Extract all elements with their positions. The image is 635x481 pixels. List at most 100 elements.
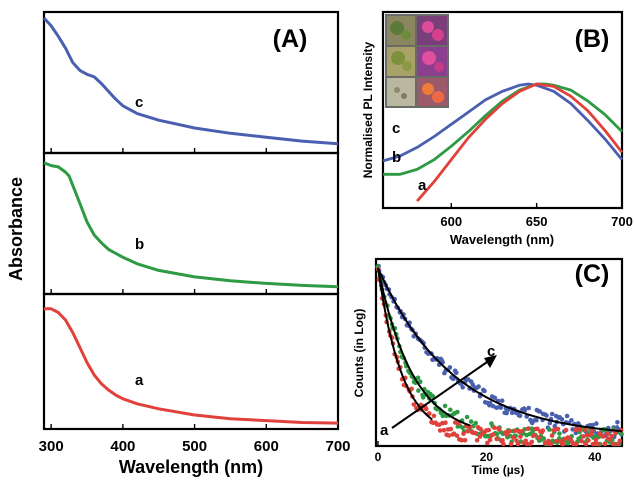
panel-b-x-tick-labels: 600 650 700	[440, 214, 632, 229]
panel-c-point-c	[547, 420, 553, 426]
panel-b-curve-label-a: a	[418, 177, 427, 194]
panel-c-point-b	[448, 407, 453, 413]
panel-a-curve-label-a: a	[135, 372, 144, 389]
panel-b-curve-c	[382, 82, 624, 163]
panel-c-point-a	[472, 430, 478, 436]
panel-c-point-a	[486, 427, 492, 433]
panel-c-point-a	[443, 420, 448, 426]
panel-a-curve-c	[42, 16, 339, 146]
panel-c-point-a	[448, 426, 454, 432]
panel-c-point-a	[446, 433, 452, 438]
panel-c-point-a	[609, 433, 615, 439]
panel-b-label: (B)	[575, 25, 610, 53]
panel-a: 300 400 500 600 700 (A) c b a Wavelength (nm…	[6, 10, 351, 477]
panel-c-point-a	[454, 433, 460, 439]
panel-c-point-a	[581, 434, 586, 439]
panel-c-point-c	[482, 388, 487, 394]
panel-c-x-tick-labels: 0 20 40	[375, 450, 602, 464]
panel-c-xtick-label-20: 20	[480, 450, 494, 464]
panel-c: 0 20 40 (C) c a Time (µs) Counts (in Log)	[352, 257, 624, 477]
panel-c-data-points	[375, 263, 624, 447]
panel-c-point-c	[549, 411, 555, 417]
panel-c-point-b	[442, 403, 448, 409]
panel-c-point-a	[588, 431, 594, 437]
panel-a-curve-label-c: c	[135, 94, 143, 111]
panel-c-point-a	[515, 441, 521, 447]
panel-b-curve-label-b: b	[392, 149, 401, 166]
panel-c-point-c	[569, 418, 574, 423]
panel-a-xtick-label-300: 300	[39, 438, 64, 455]
panel-c-point-a	[485, 440, 490, 446]
panel-c-point-b	[415, 375, 421, 381]
panel-c-point-c	[559, 416, 565, 422]
panel-c-point-a	[465, 429, 471, 434]
panel-c-point-a	[535, 426, 540, 432]
panel-c-point-c	[537, 409, 543, 414]
panel-c-point-b	[473, 420, 479, 426]
panel-c-y-axis-label: Counts (in Log)	[352, 309, 366, 398]
panel-c-point-a	[478, 426, 484, 432]
panel-c-point-b	[464, 414, 470, 420]
panel-b-xtick-label-650: 650	[526, 214, 548, 229]
panel-c-xtick-label-0: 0	[375, 450, 382, 464]
panel-c-point-c	[544, 413, 549, 418]
panel-b-curve-label-c: c	[392, 120, 400, 137]
panel-c-point-c	[594, 421, 599, 426]
panel-c-point-a	[602, 441, 608, 447]
panel-c-point-a	[582, 427, 588, 432]
panel-c-fit-a	[377, 267, 433, 421]
panel-c-point-a	[574, 441, 579, 447]
panel-a-y-axis-label: Absorbance	[6, 177, 26, 281]
panel-c-point-a	[511, 435, 516, 440]
panel-c-point-a	[512, 428, 518, 434]
panel-c-point-a	[456, 421, 461, 427]
panel-c-point-c	[573, 430, 579, 436]
panel-a-curves	[42, 16, 339, 425]
panel-a-xtick-label-600: 600	[254, 438, 279, 455]
panel-c-point-a	[514, 438, 519, 443]
panel-c-point-c	[454, 370, 459, 376]
panel-c-point-a	[592, 441, 598, 447]
panel-c-point-c	[492, 395, 498, 401]
panel-c-point-c	[498, 405, 504, 410]
panel-c-point-c	[615, 420, 620, 425]
panel-b-y-axis-label: Normalised PL Intensity	[361, 41, 375, 178]
panel-c-point-a	[607, 437, 613, 442]
panel-c-point-a	[563, 427, 569, 433]
panel-c-point-a	[501, 441, 506, 447]
panel-c-annotation-c: c	[487, 343, 495, 360]
panel-c-point-a	[596, 441, 601, 447]
panel-c-point-a	[437, 428, 443, 433]
panel-b-curves	[382, 82, 624, 203]
panel-a-subplot-a-frame	[42, 292, 340, 431]
panel-c-point-a	[540, 428, 546, 433]
panel-c-point-a	[570, 441, 576, 447]
panel-c-point-a	[423, 406, 429, 412]
panel-c-point-a	[610, 441, 616, 447]
panel-c-point-c	[476, 384, 481, 389]
panel-c-point-b	[494, 432, 500, 437]
panel-c-fit-curves	[377, 267, 623, 433]
panel-c-point-a	[617, 438, 623, 444]
panel-c-point-c	[509, 410, 515, 416]
panel-c-point-c	[522, 408, 528, 413]
panel-c-point-a	[507, 428, 513, 434]
panel-a-curve-b	[43, 161, 339, 289]
panel-c-point-a	[409, 386, 414, 392]
panel-c-point-b	[430, 393, 436, 399]
panel-c-point-a	[577, 427, 583, 433]
panel-c-point-c	[564, 413, 570, 419]
panel-c-point-a	[519, 429, 525, 434]
panel-c-point-c	[590, 422, 595, 428]
panel-c-point-a	[411, 402, 417, 407]
panel-c-point-b	[468, 419, 474, 424]
panel-c-label: (C)	[575, 260, 610, 288]
panel-c-point-a	[459, 437, 465, 443]
panel-a-x-ticks	[50, 148, 339, 429]
panel-c-point-b	[541, 436, 547, 441]
panel-a-xtick-label-700: 700	[325, 438, 350, 455]
panel-c-point-a	[474, 438, 480, 443]
panel-c-point-b	[420, 395, 426, 400]
panel-c-point-a	[536, 435, 542, 440]
